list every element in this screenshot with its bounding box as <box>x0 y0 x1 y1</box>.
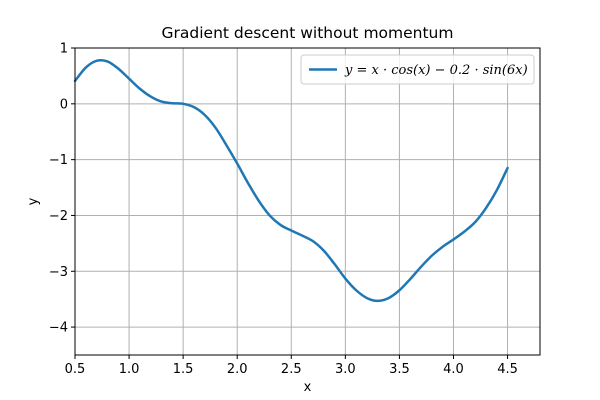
axes-ticks: 0.5 1.0 1.5 2.0 2.5 3.0 3.5 4.0 4.5 1 0 −1 −2 −3 −4 <box>49 42 518 378</box>
plot-frame <box>74 47 541 356</box>
chart-title: Gradient descent without momentum <box>162 24 454 42</box>
legend: y = x · cos(x) − 0.2 · sin(6x) <box>300 54 535 85</box>
y-axis-label: y <box>26 197 41 205</box>
series-layer <box>73 58 509 303</box>
y-tick-label: −2 <box>49 209 68 224</box>
legend-box <box>300 54 535 85</box>
x-tick-label: 2.0 <box>227 362 248 377</box>
x-axis-label: x <box>304 380 312 395</box>
x-tick-label: 1.0 <box>119 362 140 377</box>
y-tick-label: −4 <box>49 321 68 336</box>
y-tick-label: 0 <box>60 97 68 112</box>
x-tick-label: 0.5 <box>65 362 86 377</box>
y-tick-label: −3 <box>49 265 68 280</box>
x-tick-label: 2.5 <box>281 362 302 377</box>
x-tick-label: 4.0 <box>443 362 464 377</box>
series-line <box>73 58 509 303</box>
x-tick-label: 4.5 <box>497 362 518 377</box>
y-tick-label: 1 <box>60 42 68 57</box>
y-tick-label: −1 <box>49 153 68 168</box>
x-tick-label: 3.5 <box>389 362 410 377</box>
x-tick-label: 3.0 <box>335 362 356 377</box>
x-tick-label: 1.5 <box>173 362 194 377</box>
grid <box>74 47 540 355</box>
legend-label: y = x · cos(x) − 0.2 · sin(6x) <box>344 63 528 78</box>
